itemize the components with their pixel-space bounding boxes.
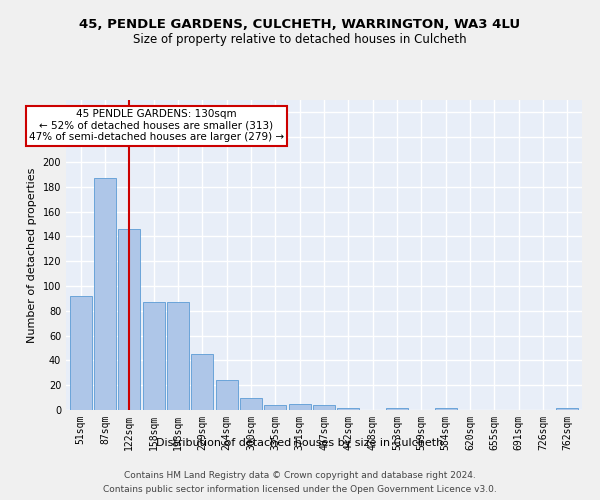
Y-axis label: Number of detached properties: Number of detached properties <box>27 168 37 342</box>
Bar <box>240 398 262 410</box>
Bar <box>386 408 408 410</box>
Bar <box>118 229 140 410</box>
Bar <box>435 408 457 410</box>
Bar <box>215 380 238 410</box>
Bar <box>337 408 359 410</box>
Bar <box>167 302 189 410</box>
Bar <box>313 405 335 410</box>
Bar <box>94 178 116 410</box>
Text: 45, PENDLE GARDENS, CULCHETH, WARRINGTON, WA3 4LU: 45, PENDLE GARDENS, CULCHETH, WARRINGTON… <box>79 18 521 30</box>
Bar <box>191 354 213 410</box>
Text: Contains HM Land Registry data © Crown copyright and database right 2024.: Contains HM Land Registry data © Crown c… <box>124 472 476 480</box>
Bar <box>265 405 286 410</box>
Text: Distribution of detached houses by size in Culcheth: Distribution of detached houses by size … <box>157 438 443 448</box>
Text: 45 PENDLE GARDENS: 130sqm
← 52% of detached houses are smaller (313)
47% of semi: 45 PENDLE GARDENS: 130sqm ← 52% of detac… <box>29 110 284 142</box>
Bar <box>70 296 92 410</box>
Text: Contains public sector information licensed under the Open Government Licence v3: Contains public sector information licen… <box>103 484 497 494</box>
Text: Size of property relative to detached houses in Culcheth: Size of property relative to detached ho… <box>133 32 467 46</box>
Bar <box>143 302 164 410</box>
Bar <box>556 408 578 410</box>
Bar <box>289 404 311 410</box>
